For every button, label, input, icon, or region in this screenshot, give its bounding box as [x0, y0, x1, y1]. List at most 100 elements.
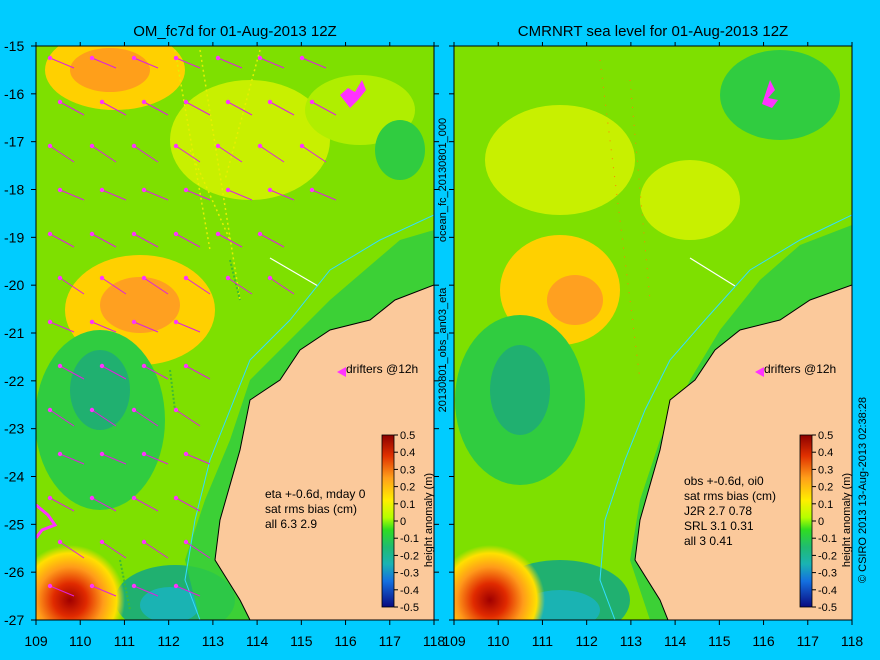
drifter-vector: [269, 277, 295, 295]
left-annotation-line-1: eta +-0.6d, mday 0: [265, 487, 366, 501]
drifter-vector: [143, 277, 169, 295]
drifter-point: [215, 55, 221, 61]
drifter-vector: [49, 321, 75, 333]
colorbar-tick-label: -0.5: [818, 602, 837, 614]
x-tick-label: 111: [114, 633, 135, 649]
drifter-point: [89, 407, 95, 413]
drifter-vector: [59, 101, 85, 116]
drifter-vector: [185, 365, 211, 380]
drifter-point: [257, 143, 263, 149]
drifter-point: [99, 99, 105, 105]
drifter-point: [99, 451, 105, 457]
drifter-vector: [91, 585, 117, 597]
drifter-point: [141, 187, 147, 193]
colorbar-tick-label: 0.1: [818, 499, 833, 511]
right-annotation-line-2: sat rms bias (cm): [684, 489, 776, 503]
y-tick-label: -19: [4, 229, 24, 245]
left-colorbar-label: height anomaly (m): [423, 473, 435, 567]
drifter-vector: [91, 409, 117, 427]
drifter-point: [183, 539, 189, 545]
left-green-tracks: [119, 259, 241, 611]
x-tick-label: 118: [841, 633, 864, 649]
drifter-vector: [91, 321, 117, 333]
drifter-vector: [133, 145, 159, 163]
drifter-point: [173, 231, 179, 237]
drifter-vector: [175, 585, 201, 597]
copyright-label: © CSIRO 2013 13-Aug-2013 02:38:28: [857, 397, 869, 583]
obs-run-label: 20130801_obs_an03_eta: [437, 287, 449, 413]
y-tick-label: -26: [4, 564, 24, 580]
drifter-vector: [133, 57, 159, 69]
right-colorbar: [799, 434, 813, 608]
drifter-point: [183, 187, 189, 193]
left-colorbar: [381, 434, 395, 608]
drifter-vector: [91, 57, 117, 69]
drifter-point: [47, 231, 53, 237]
colorbar-tick-label: -0.1: [400, 533, 419, 545]
drifter-vector: [259, 145, 285, 163]
drifter-vector: [143, 541, 169, 559]
drifter-vector: [311, 101, 337, 116]
drifter-point: [131, 407, 137, 413]
drifter-vector: [269, 101, 295, 116]
right-satellite-tracks: [599, 59, 651, 381]
drifter-vector: [185, 277, 211, 295]
right-x-axis: 109 110 111 112 113 114 115 116 117 118: [442, 42, 863, 649]
drifter-point: [141, 99, 147, 105]
drifter-point: [141, 451, 147, 457]
y-tick-label: -27: [4, 612, 24, 628]
left-panel-title: OM_fc7d for 01-Aug-2013 12Z: [133, 23, 336, 40]
drifter-vector: [133, 233, 159, 248]
x-tick-label: 109: [24, 633, 48, 649]
drifter-point: [57, 99, 63, 105]
drifter-vector: [59, 277, 85, 295]
x-tick-label: 109: [442, 633, 466, 649]
drifter-vector: [101, 101, 127, 116]
drifter-vector: [101, 541, 127, 559]
right-drifter-legend-icon: [755, 367, 764, 377]
drifter-point: [47, 407, 53, 413]
drifter-point: [267, 187, 273, 193]
drifter-point: [47, 55, 53, 61]
right-colorbar-label: height anomaly (m): [841, 473, 853, 567]
colorbar-tick-label: -0.4: [818, 585, 837, 597]
colorbar-tick-label: 0: [818, 516, 824, 528]
drifter-point: [131, 583, 137, 589]
right-white-line: [689, 257, 736, 287]
drifter-point: [183, 275, 189, 281]
drifter-point: [57, 275, 63, 281]
colorbar-tick-label: 0.5: [400, 430, 415, 442]
drifter-vector: [175, 57, 201, 69]
colorbar-tick-label: 0.1: [400, 499, 415, 511]
x-tick-label: 117: [797, 633, 820, 649]
left-drifter-legend-icon: [337, 367, 346, 377]
left-land-australia: [214, 284, 434, 620]
y-tick-label: -24: [4, 469, 24, 485]
drifter-vector: [143, 101, 169, 116]
drifter-point: [89, 231, 95, 237]
right-anomaly-low-west-core: [490, 345, 550, 435]
left-drifter-cluster-west: [36, 503, 58, 539]
drifter-point: [47, 319, 53, 325]
drifter-point: [131, 231, 137, 237]
drifter-vector: [217, 145, 243, 163]
left-drifter-cluster-north: [340, 80, 366, 108]
drifter-vector: [49, 409, 75, 427]
drifter-vector: [301, 57, 327, 69]
x-tick-label: 116: [752, 633, 775, 649]
drifter-vector: [91, 233, 117, 248]
colorbar-tick-label: 0: [400, 516, 406, 528]
drifter-point: [215, 231, 221, 237]
drifter-point: [141, 539, 147, 545]
left-contour-line: [184, 214, 434, 620]
left-anomaly-low-west-core: [70, 350, 130, 430]
drifter-point: [89, 143, 95, 149]
drifter-vector: [101, 277, 127, 295]
right-colorbar-ticks: 0.5 0.4 0.3 0.2 0.1 0 -0.1 -0.2 -0.3 -0.4 -0.5: [812, 430, 837, 614]
drifter-vector: [143, 365, 169, 380]
drifter-vector: [301, 145, 327, 163]
drifter-vector: [49, 145, 75, 163]
right-annotation-line-5: all 3 0.41: [684, 534, 733, 548]
drifter-point: [99, 187, 105, 193]
drifter-vector: [59, 365, 85, 380]
